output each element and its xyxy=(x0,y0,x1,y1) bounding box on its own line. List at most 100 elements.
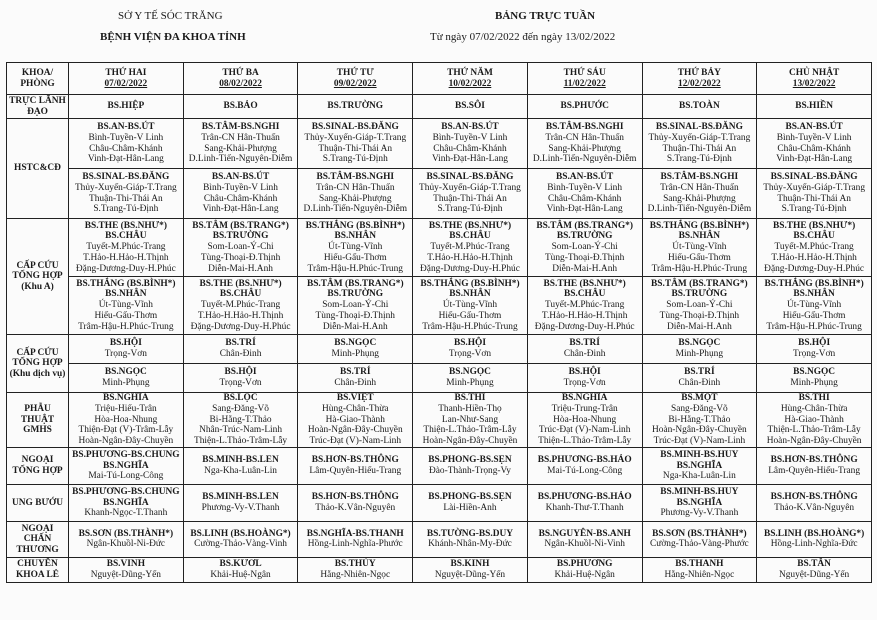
staff-names: Hiếu-Gấu-Thơm xyxy=(782,310,846,321)
document-title: BẢNG TRỰC TUẦN xyxy=(495,10,596,22)
dept-cell: HSTC&CĐ xyxy=(6,118,69,219)
day-name: THỨ HAI xyxy=(105,67,147,78)
day-name: KHOA/ xyxy=(21,67,54,78)
staff-names: Út-Tùng-Vĩnh xyxy=(98,300,153,311)
staff-names: Trúc-Đạt (V)-Nam-Linh xyxy=(653,436,746,447)
day-date: PHÒNG xyxy=(20,78,55,89)
shift-cell: BS.LỘC Sang-Đăng-Võ Bi-Hằng-T.Thảo Nhân-Trú… xyxy=(182,392,299,448)
doctor-name: BS.THI xyxy=(798,393,830,403)
day-date: 09/02/2022 xyxy=(333,78,377,89)
doctor-name: BS.NGHĨA xyxy=(561,393,608,403)
staff-names: D.Linh-Tiến-Nguyên-Diễm xyxy=(647,204,752,215)
staff-names: Tuyết-M.Phúc-Trang xyxy=(200,300,281,311)
staff-names: Khanh-Thư-T.Thanh xyxy=(545,502,624,513)
doctor-name: BS.THẮNG (BS.BÌNH*) xyxy=(764,278,864,289)
doctor-name: BS.SƠN (BS.THÀNH*) xyxy=(78,528,174,539)
staff-names: Sang-Đăng-Võ xyxy=(670,403,728,414)
shift-cell: BS.LINH (BS.HOÀNG*) Cường-Thảo-Vàng-Vinh xyxy=(182,520,299,558)
staff-names: D.Linh-Tiến-Nguyên-Diễm xyxy=(188,154,293,165)
shift-cell: BS.THE (BS.NHƯ*) BS.CHÂU Tuyết-M.Phúc-Tran… xyxy=(182,276,299,335)
shift-cell: BS.PHƯƠNG Khải-Huệ-Ngân xyxy=(526,556,643,583)
shift-cell: BS.PHONG-BS.SẸN Đào-Thành-Trọng-Vy xyxy=(412,446,528,485)
dept-cell: NGOẠI CHẤN THƯƠNG xyxy=(6,520,69,558)
doctor-name: BS.THE (BS.NHƯ*) xyxy=(199,278,282,289)
shift-cell: BS.SÔI xyxy=(412,94,528,119)
staff-names: Tuyết-M.Phúc-Trang xyxy=(86,242,166,253)
staff-names: Sang-Khải-Phượng xyxy=(318,193,392,204)
staff-names: Trân-CN Hân-Thuấn xyxy=(201,132,280,143)
day-header: THỨ HAI 07/02/2022 xyxy=(68,62,184,95)
doctor-name: BS.NHÂN xyxy=(449,289,491,300)
doctor-name: BS.MINH-BS.HUY xyxy=(660,449,739,460)
doctor-name: BS.NHÂN xyxy=(334,231,376,242)
doctor-name: BS.THẮNG (BS.BÌNH*) xyxy=(649,220,749,231)
doctor-name: BS.SINAL-BS.ĐĂNG xyxy=(426,171,514,182)
shift-cell: BS.PHƯƠNG-BS.CHUNG BS.NGHĨA Khanh-Ngọc-T.T… xyxy=(68,483,184,522)
doctor-name: BS.HỘI xyxy=(568,367,601,378)
doctor-name: BS.TÂM-BS.NGHI xyxy=(316,171,395,182)
staff-names: Hằng-Nhiên-Ngọc xyxy=(664,569,735,580)
staff-names: Vinh-Đạt-Hân-Lang xyxy=(431,154,508,165)
staff-names: Ngân-Khuồl-Ni-Đức xyxy=(86,539,166,550)
staff-names: Thiện-L.Thảo-Trâm-Lẫy xyxy=(767,425,861,436)
staff-names: Bình-Tuyền-V Linh xyxy=(547,182,623,193)
doctor-name: BS.TÂM-BS.NGHI xyxy=(545,121,624,132)
doctor-name: BS.SINAL-BS.ĐĂNG xyxy=(82,171,170,182)
shift-cell: BS.HỘI Trọng-Vơn xyxy=(68,334,184,364)
doctor-name: BS.NGỌC xyxy=(793,367,836,378)
doctor-name: BS.THỦY xyxy=(334,559,376,570)
shift-cell: BS.TÂM (BS.TRANG*) BS.TRƯỜNG Som-Loan-Ý-Ch… xyxy=(297,276,414,335)
table-row: BS.THẮNG (BS.BÌNH*) BS.NHÂN Út-Tùng-Vĩnh Hi… xyxy=(7,276,872,335)
shift-cell: BS.MINH-BS.LEN Phương-Vy-V.Thanh xyxy=(182,483,299,522)
staff-names: Triệu-Hiếu-Trân xyxy=(94,403,157,414)
staff-names: Nga-Kha-Luân-Lin xyxy=(662,471,736,482)
day-date: 13/02/2022 xyxy=(792,78,836,89)
shift-cell: BS.MỘT Sang-Đăng-Võ Bi-Hằng-T.Thảo Hoàn-Ngâ… xyxy=(641,392,758,448)
staff-names: Trúc-Đạt (V)-Nam-Linh xyxy=(309,436,402,447)
doctor-name: BS.NHÂN xyxy=(678,231,721,242)
staff-names: Hà-Giao-Thành xyxy=(784,414,844,425)
staff-names: Cường-Thảo-Vàng-Phước xyxy=(650,539,749,550)
shift-cell: BS.AN-BS.ÚT Bình-Tuyền-V Linh Châu-Châm-Kh… xyxy=(526,168,643,219)
shift-cell: BS.TƯỜNG-BS.DUY Khánh-Nhân-My-Đức xyxy=(412,520,528,558)
staff-names: Trân-CN Hân-Thuấn xyxy=(315,182,395,193)
doctor-name: BS.LỘC xyxy=(223,393,258,403)
staff-names: Trọng-Vơn xyxy=(219,378,262,388)
staff-names: Thủy-Xuyến-Giáp-T.Trang xyxy=(763,182,866,193)
doctor-name: BS.PHƯƠNG-BS.CHUNG xyxy=(72,449,180,460)
shift-cell: BS.TRÍ Chân-Đinh xyxy=(297,363,414,393)
day-header: CHỦ NHẬT 13/02/2022 xyxy=(756,62,872,95)
shift-cell: BS.VIỆT Hùng-Chân-Thừa Hà-Giao-Thành Hoàn-N… xyxy=(297,392,414,448)
shift-cell: BS.TÂM-BS.NGHI Trân-CN Hân-Thuấn Sang-Khải… xyxy=(297,168,414,219)
shift-cell: BS.TRÍ Chân-Đinh xyxy=(526,334,643,364)
doctor-name: BS.NGHĨA xyxy=(676,460,723,471)
doctor-name: BS.NGỌC xyxy=(448,367,491,378)
doctor-name: BS.PHƯƠNG xyxy=(556,559,613,570)
staff-names: Hiếu-Gấu-Thơm xyxy=(438,310,502,321)
doctor-name: BS.SINAL-BS.ĐĂNG xyxy=(311,121,399,132)
table-row: UNG BƯỚU BS.PHƯƠNG-BS.CHUNG BS.NGHĨA Khanh-… xyxy=(6,483,872,522)
staff-names: Đặng-Dương-Duy-H.Phúc xyxy=(534,321,635,332)
staff-names: Hùng-Chân-Thừa xyxy=(321,403,389,414)
shift-cell: BS.THỦY Hằng-Nhiên-Ngọc xyxy=(297,556,414,583)
staff-names: Thiện-Đạt (V)-Trâm-Lẫy xyxy=(78,425,174,436)
doctor-name: BS.KƯƠL xyxy=(219,559,262,570)
staff-names: Tuyết-M.Phúc-Trang xyxy=(430,242,510,253)
shift-cell: BS.NGỌC Minh-Phụng xyxy=(756,363,872,393)
staff-names: Bình-Tuyền-V Linh xyxy=(203,182,278,193)
staff-names: Châu-Châm-Khánh xyxy=(547,193,622,204)
doctor-name: BS.TƯỜNG-BS.DUY xyxy=(426,528,514,539)
staff-names: Khanh-Ngọc-T.Thanh xyxy=(84,508,168,519)
staff-names: Diễn-Mai-H.Anh xyxy=(208,263,273,274)
staff-names: Út-Tùng-Vĩnh xyxy=(672,242,727,253)
staff-names: Khải-Huệ-Ngân xyxy=(210,569,271,580)
staff-names: Diễn-Mai-H.Anh xyxy=(552,263,618,274)
staff-names: Châu-Châm-Khánh xyxy=(433,143,507,154)
staff-names: Chân-Đinh xyxy=(563,349,606,359)
shift-cell: BS.PHƯƠNG-BS.HẢO Mai-Tú-Long-Công xyxy=(526,446,643,485)
shift-cell: BS.SINAL-BS.ĐĂNG Thủy-Xuyến-Giáp-T.Trang T… xyxy=(641,118,758,169)
doctor-name: BS.CHÂU xyxy=(563,289,606,300)
table-row: NGOẠI CHẤN THƯƠNG BS.SƠN (BS.THÀNH*) Ngân-… xyxy=(6,520,872,558)
staff-names: Hà-Giao-Thành xyxy=(325,414,385,425)
shift-cell: BS.HỘI Trọng-Vơn xyxy=(182,363,299,393)
